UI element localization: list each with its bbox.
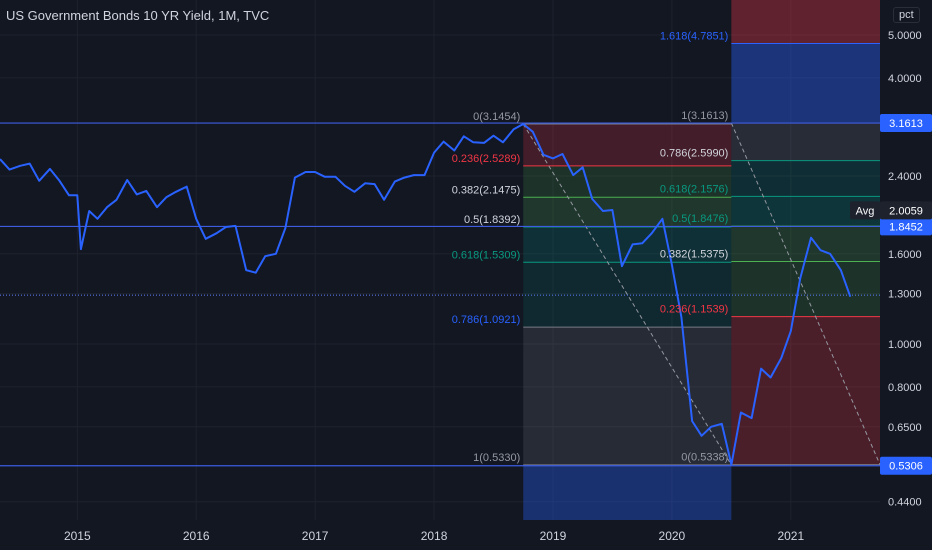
y-axis-tick-label: 1.3000	[888, 289, 922, 301]
y-axis-tick-label: 0.4400	[888, 497, 922, 509]
y-axis-tick-label: 0.6500	[888, 422, 922, 434]
avg-tag-label: Avg	[856, 205, 875, 217]
fib-label-left: 1(0.5330)	[473, 452, 520, 464]
fib-zone-right	[731, 261, 880, 317]
y-axis-tick-label: 4.0000	[888, 73, 922, 85]
fib-zone-right	[731, 43, 880, 124]
fib-label-left: 0.618(1.5309)	[452, 249, 521, 261]
fib-label-left: 0.236(2.5289)	[452, 153, 521, 165]
fib-label-left: 0.5(1.8392)	[464, 214, 520, 226]
yield-series-line	[0, 123, 852, 466]
avg-price-label: 2.0059	[889, 205, 923, 217]
avg-price-badge	[880, 201, 932, 220]
price-badge-label: 0.5306	[889, 461, 923, 473]
y-axis-tick-label: 2.4000	[888, 171, 922, 183]
fib-label-right: 0.618(2.1576)	[660, 183, 729, 195]
fib-label-left: 0.786(1.0921)	[452, 314, 521, 326]
x-axis-tick-label: 2021	[777, 529, 804, 543]
y-axis-tick-label: 1.0000	[888, 339, 922, 351]
x-axis-background	[0, 520, 880, 550]
fib-label-right: 0.786(2.5990)	[660, 148, 729, 160]
fib-trend-line-right	[730, 122, 881, 465]
fib-trend-line-left	[522, 123, 732, 466]
x-axis-tick-label: 2015	[64, 529, 91, 543]
fib-extension-left	[523, 464, 732, 520]
fib-zone-left	[523, 165, 732, 198]
scale-toggle-button[interactable]: pct	[893, 7, 920, 23]
price-badge	[880, 217, 932, 236]
price-badge	[880, 456, 932, 475]
price-badge-label: 1.8452	[889, 221, 923, 233]
fib-zone-right	[731, 316, 880, 465]
fib-zone-left	[523, 197, 732, 228]
x-axis-tick-label: 2020	[659, 529, 686, 543]
x-axis-tick-label: 2018	[421, 529, 448, 543]
price-badge-label: 3.1613	[889, 118, 923, 130]
x-axis-tick-label: 2016	[183, 529, 210, 543]
fib-label-left: 0.382(2.1475)	[452, 184, 521, 196]
fib-label-right: 1.618(4.7851)	[660, 30, 729, 42]
avg-tag-box	[850, 201, 880, 220]
x-axis-tick-label: 2017	[302, 529, 329, 543]
x-axis-tick-label: 2019	[540, 529, 567, 543]
fib-label-right: 0(0.5338)	[681, 452, 728, 464]
fib-label-right: 0.5(1.8476)	[672, 213, 728, 225]
fib-zone-right	[731, 160, 880, 197]
fib-zone-left	[523, 327, 732, 465]
y-axis-tick-label: 1.6000	[888, 249, 922, 261]
price-badge	[880, 114, 932, 133]
fib-zone-right	[731, 123, 880, 161]
y-axis-tick-label: 5.0000	[888, 30, 922, 42]
fib-zone-right-top	[731, 0, 880, 44]
chart-title: US Government Bonds 10 YR Yield, 1M, TVC	[6, 8, 270, 23]
fib-label-right: 1(3.1613)	[681, 110, 728, 122]
fib-label-right: 0.236(1.1539)	[660, 304, 729, 316]
fib-label-left: 0(3.1454)	[473, 111, 520, 123]
fib-label-right: 0.382(1.5375)	[660, 248, 729, 260]
y-axis-tick-label: 0.8000	[888, 382, 922, 394]
fib-zone-left	[523, 124, 732, 166]
